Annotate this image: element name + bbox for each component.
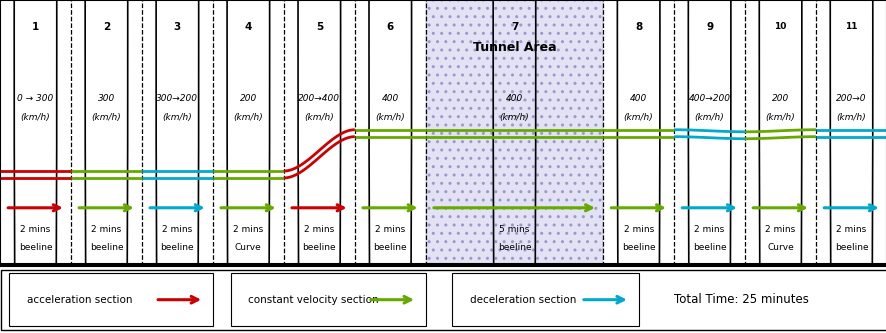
Text: 0 → 300: 0 → 300 [18,94,53,103]
Bar [230,273,425,326]
Text: (km/h): (km/h) [623,113,653,122]
Text: 200: 200 [771,94,789,103]
Text: 2 mins: 2 mins [623,224,653,234]
Text: Curve: Curve [235,243,261,252]
Text: 400: 400 [505,94,523,103]
Text: 2 mins: 2 mins [162,224,192,234]
Text: 4: 4 [245,22,252,32]
Text: 2 mins: 2 mins [835,224,866,234]
Text: 3: 3 [174,22,181,32]
Text: (km/h): (km/h) [20,113,51,122]
Text: 300→200: 300→200 [156,94,198,103]
Bar [9,273,213,326]
Text: 2 mins: 2 mins [304,224,334,234]
Bar [425,0,602,266]
Text: 2 mins: 2 mins [233,224,263,234]
Text: (km/h): (km/h) [694,113,724,122]
Text: 400: 400 [381,94,399,103]
Text: (km/h): (km/h) [304,113,334,122]
Text: 1: 1 [32,22,39,32]
Text: Total Time: 25 minutes: Total Time: 25 minutes [673,293,808,306]
Text: 2: 2 [103,22,110,32]
Text: 2 mins: 2 mins [694,224,724,234]
Text: beeline: beeline [89,243,123,252]
Text: 2 mins: 2 mins [20,224,51,234]
Text: 11: 11 [844,22,857,31]
Text: 5 mins: 5 mins [499,224,529,234]
Text: deceleration section: deceleration section [470,295,576,305]
Text: beeline: beeline [160,243,194,252]
Text: beeline: beeline [373,243,407,252]
Text: 6: 6 [386,22,393,32]
Text: (km/h): (km/h) [233,113,263,122]
Text: (km/h): (km/h) [162,113,192,122]
Text: 2 mins: 2 mins [765,224,795,234]
Text: (km/h): (km/h) [835,113,866,122]
Text: 2 mins: 2 mins [375,224,405,234]
Text: 7: 7 [510,22,517,32]
Text: 8: 8 [634,22,641,32]
Text: 10: 10 [773,22,786,31]
Text: 400→200: 400→200 [688,94,730,103]
Text: beeline: beeline [302,243,336,252]
Text: (km/h): (km/h) [765,113,795,122]
Text: beeline: beeline [621,243,655,252]
Text: (km/h): (km/h) [375,113,405,122]
Text: beeline: beeline [19,243,52,252]
Text: 200→0: 200→0 [835,94,866,103]
Text: 200→400: 200→400 [298,94,340,103]
Bar [425,0,602,266]
Text: 5: 5 [315,22,323,32]
Text: 200: 200 [239,94,257,103]
Text: acceleration section: acceleration section [27,295,132,305]
Text: (km/h): (km/h) [91,113,121,122]
Text: 2 mins: 2 mins [91,224,121,234]
Text: constant velocity section: constant velocity section [248,295,378,305]
Bar [452,273,638,326]
Text: 9: 9 [705,22,712,32]
Text: Tunnel Area: Tunnel Area [472,41,556,55]
Text: beeline: beeline [834,243,867,252]
Text: Curve: Curve [766,243,793,252]
Text: beeline: beeline [692,243,726,252]
Text: 300: 300 [97,94,115,103]
Text: beeline: beeline [497,243,531,252]
Text: 400: 400 [629,94,647,103]
Text: (km/h): (km/h) [499,113,529,122]
